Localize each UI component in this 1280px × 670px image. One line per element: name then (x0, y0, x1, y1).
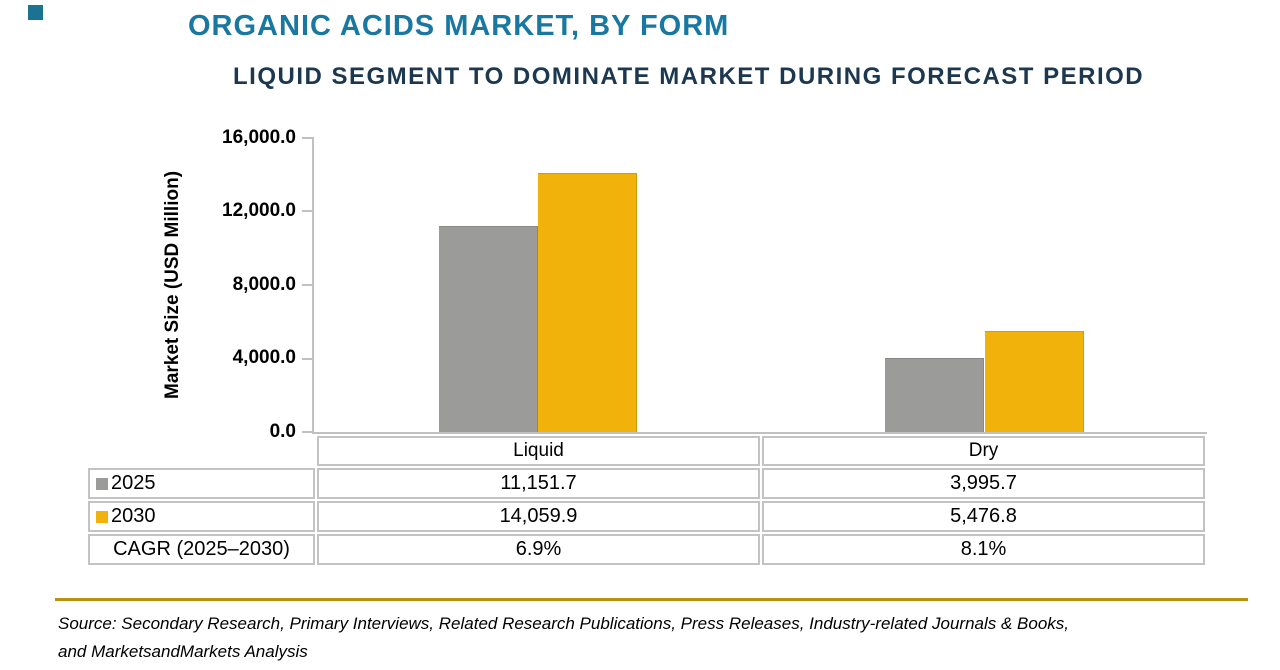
data-table: Liquid Dry 2025 11,151.7 3,995.7 2030 14… (86, 434, 1207, 567)
value-2025-dry: 3,995.7 (762, 468, 1205, 499)
y-tick-mark (302, 137, 312, 139)
page-title: ORGANIC ACIDS MARKET, BY FORM (188, 10, 730, 42)
series-label-2025: 2025 (111, 472, 156, 494)
source-line-1: Source: Secondary Research, Primary Inte… (58, 614, 1070, 633)
legend-swatch-2025 (96, 478, 108, 490)
brand-corner-mark (28, 5, 43, 20)
series-label-cell-2025: 2025 (88, 468, 315, 499)
footer-rule (55, 598, 1248, 601)
y-tick-mark (302, 358, 312, 360)
cagr-label: CAGR (2025–2030) (88, 534, 315, 565)
category-header-liquid: Liquid (317, 436, 760, 466)
y-tick-label-16000: 16,000.0 (222, 127, 296, 148)
source-line-2: and MarketsandMarkets Analysis (58, 642, 308, 661)
y-tick-label-0: 0.0 (269, 421, 296, 442)
category-header-row: Liquid Dry (88, 436, 1205, 466)
series-label-2030: 2030 (111, 505, 156, 527)
bar-2030-dry (984, 331, 1084, 432)
value-2030-liquid: 14,059.9 (317, 501, 760, 532)
y-tick-label-12000: 12,000.0 (222, 200, 296, 221)
source-note: Source: Secondary Research, Primary Inte… (58, 610, 1069, 666)
bar-2030-liquid (538, 172, 637, 432)
value-2025-liquid: 11,151.7 (317, 468, 760, 499)
bar-2025-dry (885, 358, 984, 432)
value-2030-dry: 5,476.8 (762, 501, 1205, 532)
y-tick-label-8000: 8,000.0 (232, 274, 296, 295)
chart-subtitle: LIQUID SEGMENT TO DOMINATE MARKET DURING… (233, 63, 1145, 90)
table-row-2030: 2030 14,059.9 5,476.8 (88, 501, 1205, 532)
bar-2025-liquid (438, 226, 538, 432)
table-row-cagr: CAGR (2025–2030) 6.9% 8.1% (88, 534, 1205, 565)
table-corner-blank (88, 436, 315, 466)
cagr-liquid: 6.9% (317, 534, 760, 565)
y-tick-mark (302, 210, 312, 212)
category-header-dry: Dry (762, 436, 1205, 466)
series-label-cell-2030: 2030 (88, 501, 315, 532)
plot-area (312, 137, 1207, 434)
y-tick-label-4000: 4,000.0 (232, 347, 296, 368)
cagr-dry: 8.1% (762, 534, 1205, 565)
table-row-2025: 2025 11,151.7 3,995.7 (88, 468, 1205, 499)
y-tick-mark (302, 431, 312, 433)
legend-swatch-2030 (96, 511, 108, 523)
y-tick-mark (302, 284, 312, 286)
